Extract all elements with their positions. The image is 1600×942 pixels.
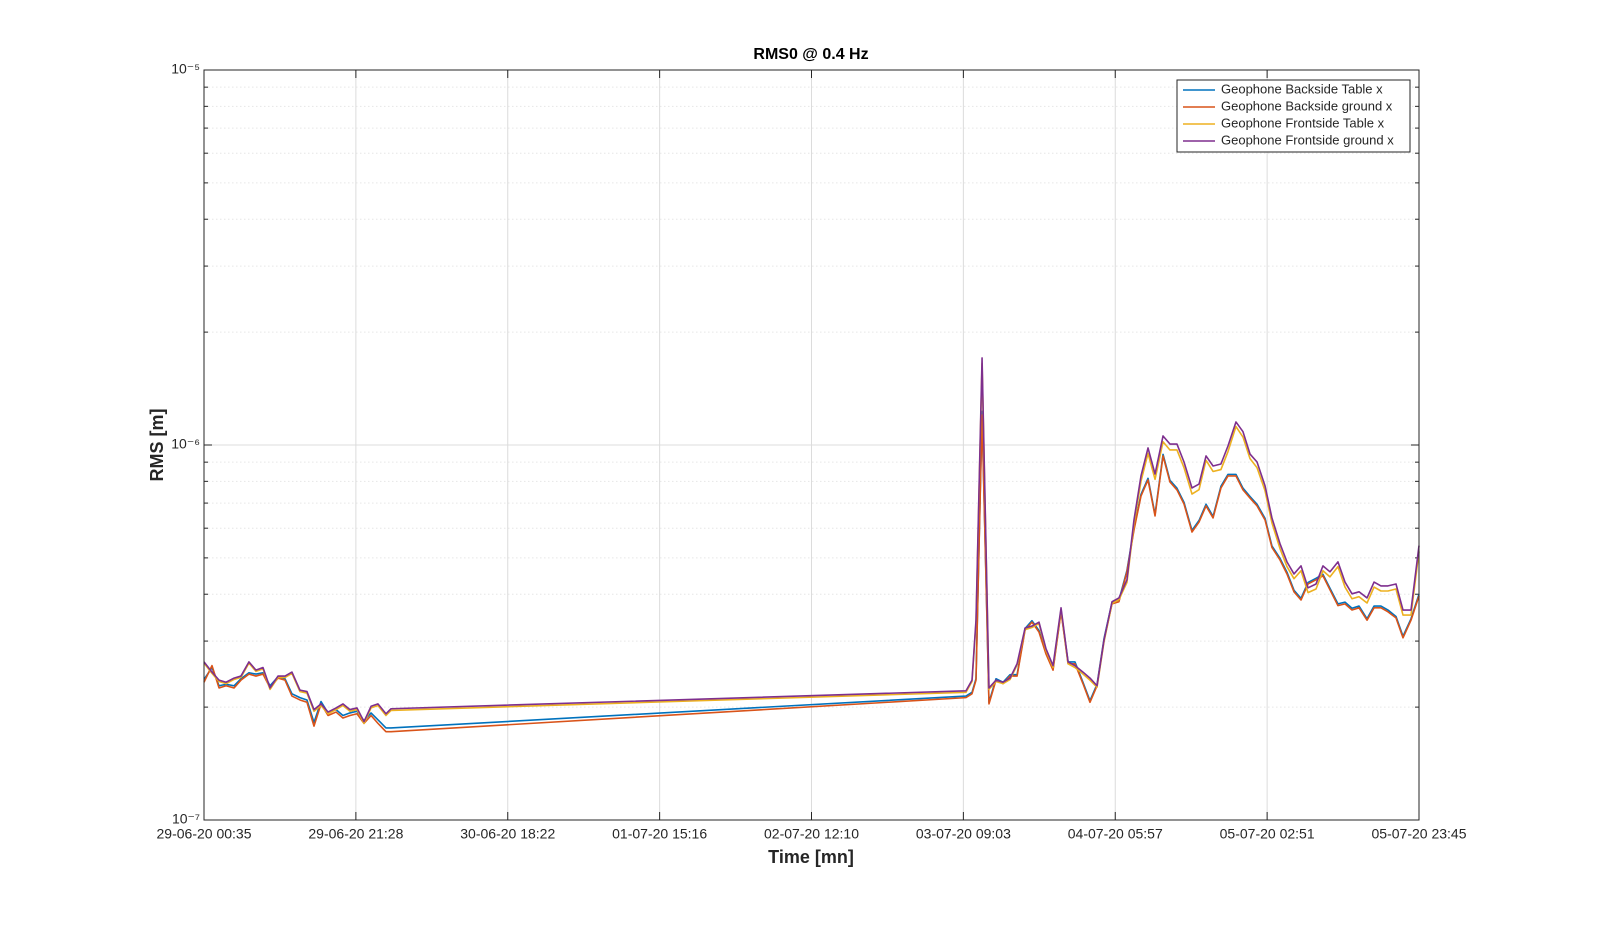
x-tick-label: 29-06-20 00:35	[157, 826, 252, 842]
legend-label: Geophone Backside Table x	[1221, 81, 1383, 96]
x-tick-label: 04-07-20 05:57	[1068, 826, 1163, 842]
x-tick-label: 29-06-20 21:28	[308, 826, 403, 842]
y-axis-label: RMS [m]	[147, 409, 167, 482]
legend-label: Geophone Frontside ground x	[1221, 132, 1394, 147]
series-line	[203, 362, 1420, 725]
y-tick-label: 10⁻⁶	[171, 436, 200, 452]
x-tick-label: 05-07-20 02:51	[1220, 826, 1315, 842]
x-tick-label: 02-07-20 12:10	[764, 826, 859, 842]
x-tick-label: 05-07-20 23:45	[1372, 826, 1467, 842]
axes-box	[203, 69, 1420, 821]
x-tick-label: 03-07-20 09:03	[916, 826, 1011, 842]
y-tick-label: 10⁻⁷	[172, 811, 200, 827]
legend-label: Geophone Frontside Table x	[1221, 115, 1385, 130]
legend-label: Geophone Backside ground x	[1221, 98, 1393, 113]
chart-title: RMS0 @ 0.4 Hz	[753, 46, 868, 63]
x-tick-label: 01-07-20 15:16	[612, 826, 707, 842]
series-line	[203, 414, 1420, 733]
y-tick-label: 10⁻⁵	[171, 61, 200, 77]
x-tick-label: 30-06-20 18:22	[460, 826, 555, 842]
legend: Geophone Backside Table x Geophone Backsi…	[1176, 79, 1411, 153]
series-line	[203, 357, 1420, 723]
legend-box	[1176, 79, 1411, 153]
x-axis-label: Time [mn]	[768, 847, 854, 867]
